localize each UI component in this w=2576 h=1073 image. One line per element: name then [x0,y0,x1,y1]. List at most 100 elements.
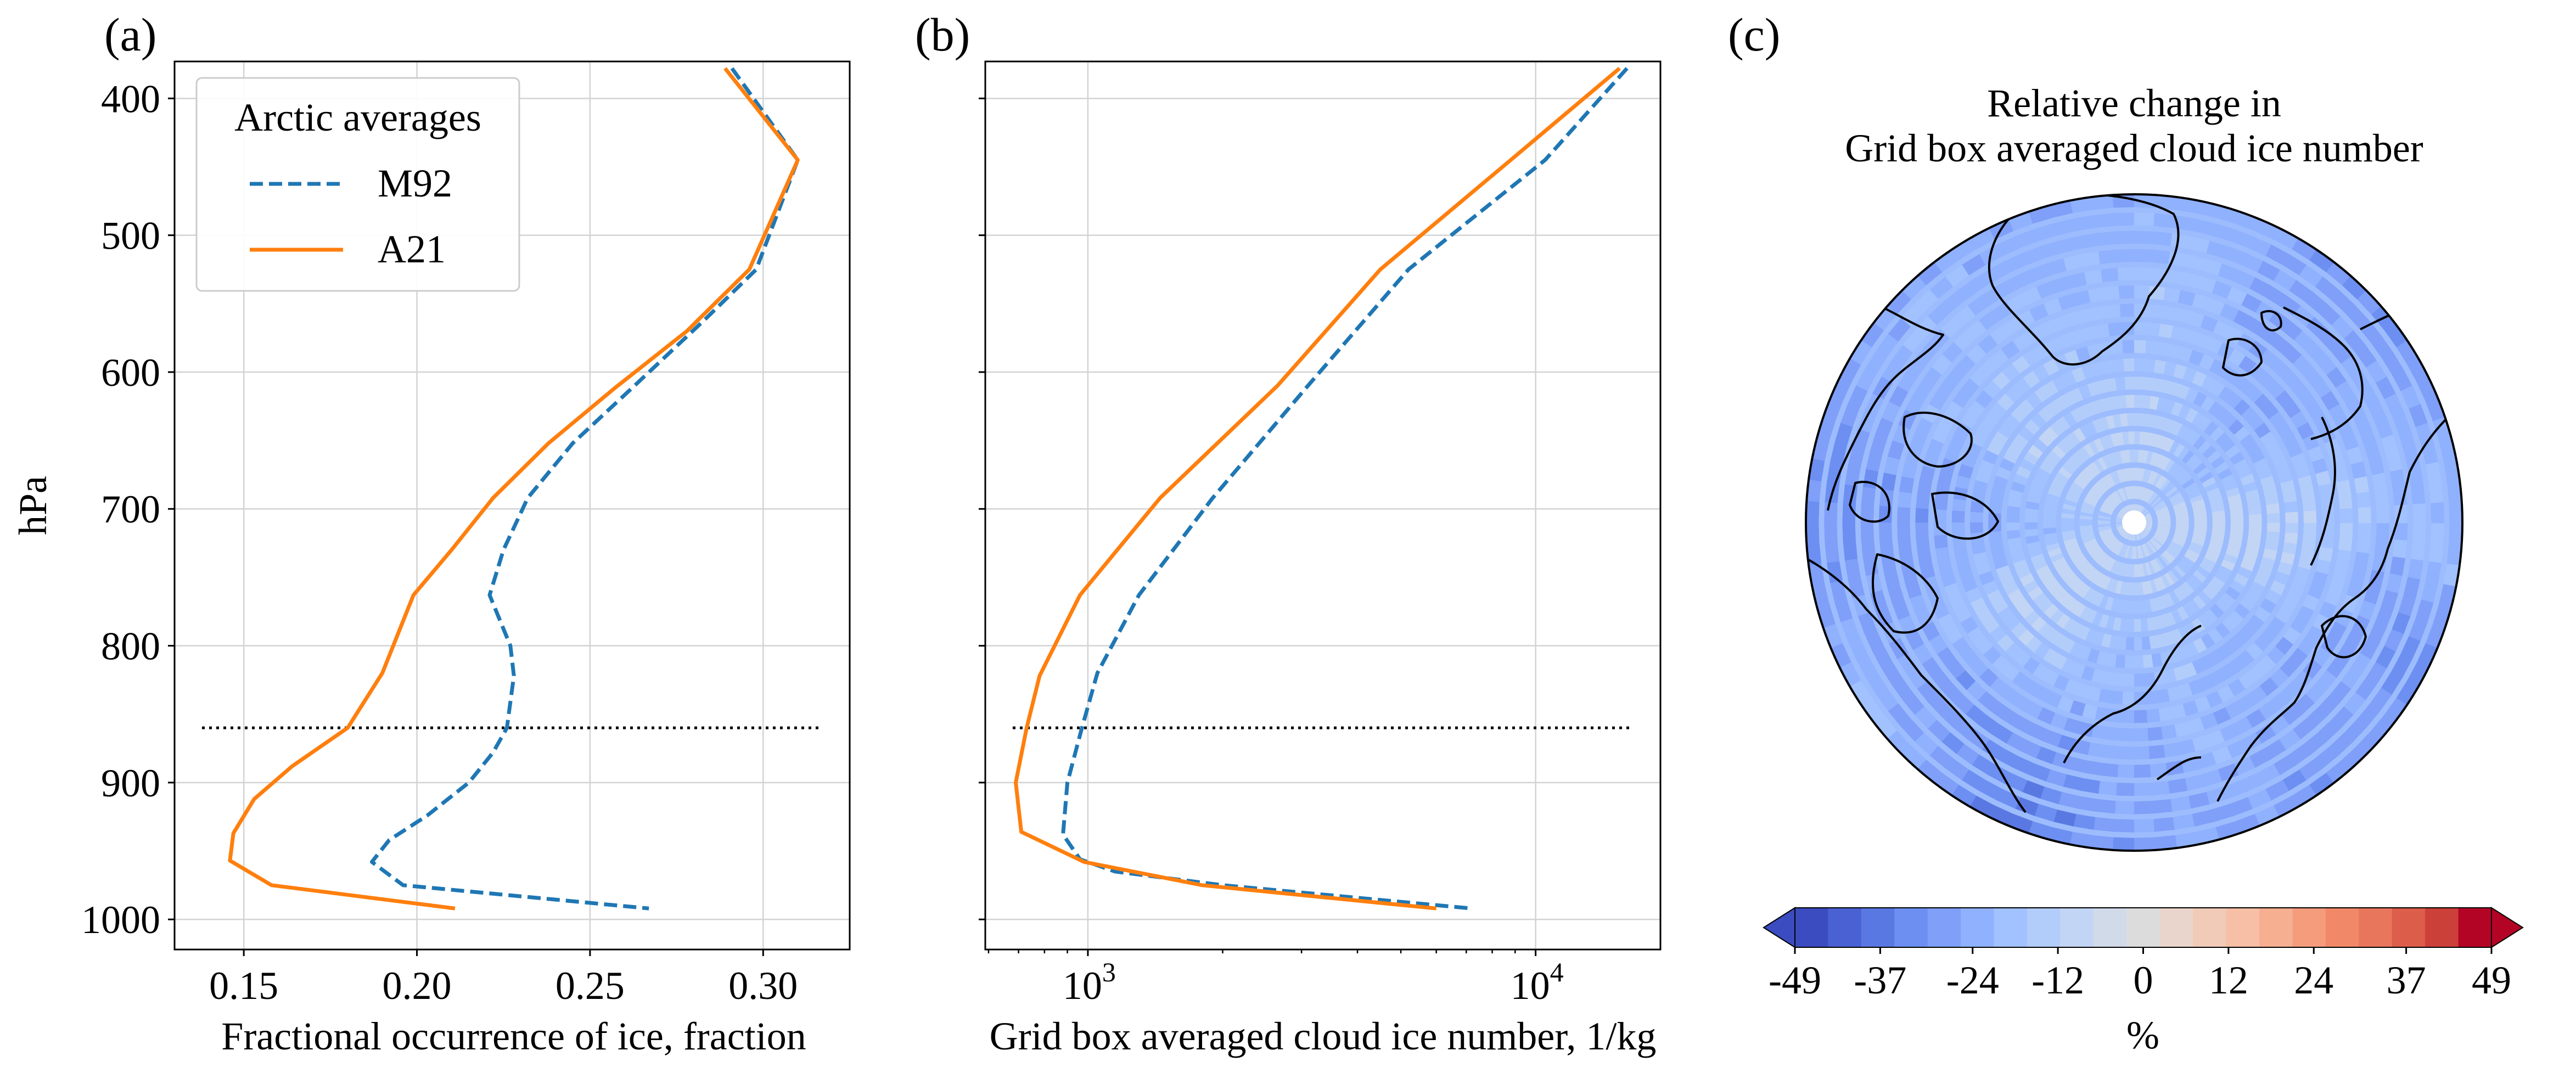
map-cell [2170,796,2191,812]
map-cell [2150,452,2158,466]
map-cell [1973,552,1988,565]
map-cell [2134,358,2146,372]
map-cell [2259,325,2279,345]
map-cell [2086,686,2101,701]
map-cell [2082,565,2095,577]
map-cell [2069,577,2083,591]
map-cell [2050,552,2064,563]
map-cell [2101,555,2111,568]
colorbar: -49 -37 -24 -12 0 12 24 37 49 % [1763,907,2524,1057]
map-cell [2122,340,2135,353]
map-cell [1953,718,1976,740]
map-cell [2297,389,2317,409]
map-cell [2053,218,2077,235]
map-cell [2411,484,2426,505]
map-cell [1945,757,1969,780]
map-cell [2171,421,2183,436]
map-cell [2023,349,2041,367]
map-cell [2254,606,2271,623]
map-cell [2116,432,2124,446]
map-cell [2421,442,2439,465]
map-cell [1982,739,2004,760]
map-cell [2105,653,2117,667]
map-cell [2106,578,2115,592]
map-cell [2226,740,2247,759]
map-cell [2298,758,2323,781]
map-cell [2344,303,2368,327]
map-cell [2159,436,2169,451]
map-cell [2270,334,2291,355]
map-cell [2358,318,2381,342]
map-cell [2197,276,2217,293]
panel-b-y-ticks [979,97,985,920]
map-cell [2191,538,2205,546]
map-cell [2407,662,2429,688]
panel-b: (b) 10 3 10 4 Grid box averaged cloud ice n… [915,8,1662,1058]
map-cell [2181,555,2195,568]
map-cell [2091,668,2105,684]
map-cell [2181,581,2195,595]
map-cell [2272,795,2298,817]
map-cell [2179,474,2192,486]
map-cell [2230,515,2244,523]
map-cell [2076,559,2089,571]
map-cell [2138,450,2144,463]
map-cell [2318,303,2341,326]
map-cell [2157,513,2170,518]
map-cell [2163,287,2181,303]
map-cell [2358,600,2376,621]
map-cell [2094,213,2115,228]
map-cell [2148,493,2158,505]
map-cell [2045,628,2061,644]
map-cell [1966,681,1986,701]
map-cell [2168,251,2188,267]
map-cell [1970,597,1988,614]
map-cell [2012,596,2029,611]
map-cell [2028,487,2043,498]
map-cell [2141,544,2148,557]
map-cell [2170,704,2186,720]
map-cell [2223,553,2238,565]
map-cell [2319,601,2337,620]
map-cell [2237,378,2255,396]
map-cell [1865,670,1887,695]
map-cell [2122,692,2134,705]
map-cell [2101,633,2112,648]
colorbar-segment [2359,908,2393,947]
map-cell [2175,525,2189,530]
map-cell [2191,499,2205,507]
map-cell [2248,523,2262,531]
panel-a: (a) 0.15 0.20 0.25 0.30 4005006007008009001… [11,8,851,1058]
map-cell [2113,470,2121,484]
map-cell [2398,429,2416,451]
map-cell [2298,555,2313,570]
map-cell [2305,682,2326,704]
map-cell [2133,801,2153,814]
map-cell [2131,486,2135,499]
map-cell [1865,350,1888,374]
map-cell [2167,462,2179,475]
map-cell [2280,480,2296,493]
map-cell [2142,377,2154,391]
map-cell [1839,661,1861,687]
map-cell [2187,311,2205,328]
map-cell [2265,589,2282,605]
map-cell [2315,276,2339,300]
map-cell [2184,774,2205,791]
map-cell [2281,681,2302,701]
map-cell [2159,479,2170,491]
map-cell [2085,628,2097,644]
map-cell [2003,614,2021,631]
map-cell [2249,450,2265,464]
map-cell [1955,555,1971,570]
map-cell [2045,769,2067,787]
map-cell [2062,570,2075,583]
map-cell [2108,539,2119,550]
colorbar-label: % [2126,1013,2159,1057]
map-cell [2120,710,2134,723]
map-cell [2118,543,2125,557]
map-cell [1921,656,1942,678]
colorbar-segment [1894,908,1928,947]
map-cell [2077,233,2098,249]
polar-map [1805,193,2463,852]
